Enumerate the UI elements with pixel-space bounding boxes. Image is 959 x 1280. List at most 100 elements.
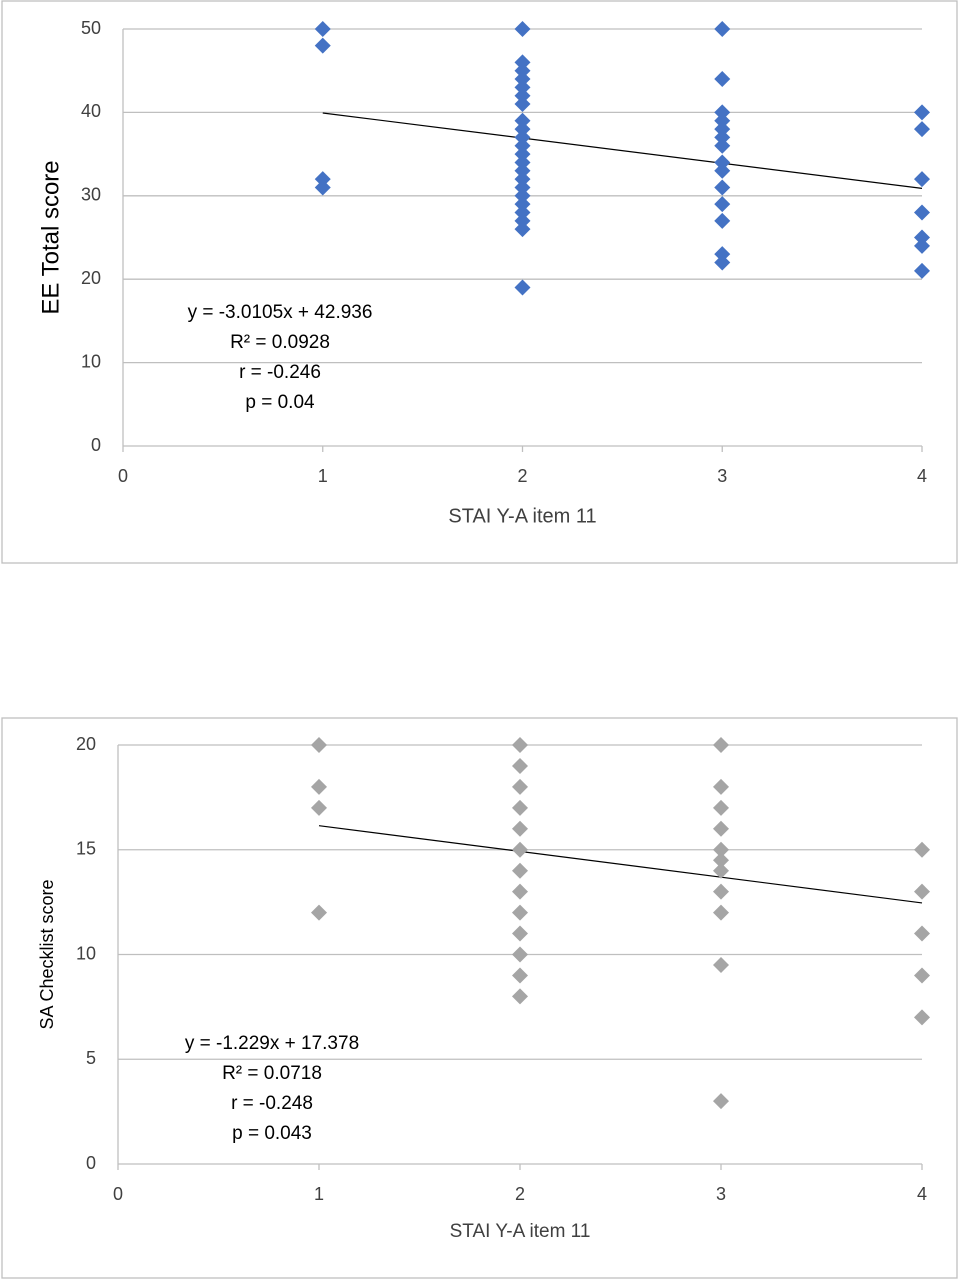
data-point bbox=[514, 171, 531, 188]
data-point bbox=[314, 171, 331, 188]
data-point bbox=[714, 179, 731, 196]
data-point bbox=[714, 104, 731, 121]
y-tick-label: 50 bbox=[81, 18, 101, 38]
data-point bbox=[514, 21, 531, 37]
data-point bbox=[514, 196, 531, 213]
data-point bbox=[914, 104, 930, 121]
data-point bbox=[512, 946, 528, 963]
y-tick-label: 10 bbox=[76, 943, 96, 963]
data-point bbox=[914, 967, 930, 984]
data-point bbox=[512, 757, 528, 774]
y-tick-label: 40 bbox=[81, 101, 101, 121]
y-tick-label: 20 bbox=[76, 734, 96, 754]
data-point bbox=[512, 904, 528, 921]
data-point bbox=[514, 79, 531, 96]
data-point bbox=[314, 21, 331, 37]
x-tick-label: 1 bbox=[318, 466, 328, 486]
data-point bbox=[311, 904, 327, 921]
annotation: p = 0.043 bbox=[232, 1123, 312, 1144]
data-point bbox=[311, 778, 327, 795]
data-point bbox=[714, 121, 731, 138]
x-tick-label: 0 bbox=[118, 466, 128, 486]
data-point bbox=[512, 820, 528, 837]
data-point bbox=[914, 171, 930, 188]
data-point bbox=[314, 37, 331, 54]
y-tick-label: 20 bbox=[81, 268, 101, 288]
data-point bbox=[512, 883, 528, 900]
annotation: p = 0.04 bbox=[245, 392, 315, 413]
data-point bbox=[514, 179, 531, 196]
data-point bbox=[514, 204, 531, 221]
data-point bbox=[512, 988, 528, 1005]
data-point bbox=[713, 778, 729, 795]
annotation: r = -0.248 bbox=[231, 1093, 313, 1114]
data-point bbox=[714, 137, 731, 154]
data-point bbox=[311, 737, 327, 753]
data-point bbox=[514, 129, 531, 146]
x-tick-label: 2 bbox=[517, 466, 527, 486]
data-point bbox=[713, 904, 729, 921]
data-point bbox=[714, 254, 731, 271]
chart-border bbox=[1, 0, 958, 564]
data-point bbox=[514, 162, 531, 179]
trendline bbox=[318, 825, 923, 904]
data-point bbox=[514, 96, 531, 113]
y-tick-label: 5 bbox=[86, 1048, 96, 1068]
data-point bbox=[514, 87, 531, 104]
data-point bbox=[914, 204, 930, 221]
data-point bbox=[512, 799, 528, 816]
data-point bbox=[914, 1009, 930, 1026]
data-point bbox=[914, 262, 930, 279]
x-tick-label: 3 bbox=[717, 466, 727, 486]
data-point bbox=[713, 820, 729, 837]
data-point bbox=[914, 229, 930, 246]
data-point bbox=[713, 1093, 729, 1110]
data-point bbox=[714, 162, 731, 179]
data-point bbox=[714, 154, 731, 171]
data-point bbox=[512, 841, 528, 858]
x-tick-label: 4 bbox=[917, 466, 927, 486]
x-tick-label: 3 bbox=[716, 1184, 726, 1204]
x-tick-label: 2 bbox=[515, 1184, 525, 1204]
data-point bbox=[714, 129, 731, 146]
data-point bbox=[713, 956, 729, 973]
data-point bbox=[514, 221, 531, 238]
data-point bbox=[514, 279, 531, 296]
data-point bbox=[514, 112, 531, 129]
y-tick-label: 0 bbox=[86, 1153, 96, 1173]
y-axis-label: SA Checklist score bbox=[37, 879, 57, 1029]
annotation: R² = 0.0928 bbox=[230, 332, 330, 353]
y-tick-label: 0 bbox=[91, 435, 101, 455]
data-point bbox=[514, 187, 531, 204]
data-point bbox=[713, 799, 729, 816]
chart-border bbox=[1, 717, 958, 1279]
data-point bbox=[713, 737, 729, 753]
data-point bbox=[714, 212, 731, 229]
data-point bbox=[512, 737, 528, 753]
x-tick-label: 1 bbox=[314, 1184, 324, 1204]
x-tick-label: 4 bbox=[917, 1184, 927, 1204]
data-point bbox=[514, 212, 531, 229]
data-point bbox=[914, 925, 930, 942]
data-point bbox=[514, 146, 531, 163]
data-point bbox=[714, 112, 731, 129]
data-point bbox=[512, 862, 528, 879]
data-point bbox=[514, 54, 531, 71]
data-point bbox=[714, 246, 731, 263]
data-point bbox=[714, 21, 731, 37]
data-point bbox=[713, 883, 729, 900]
y-tick-label: 10 bbox=[81, 351, 101, 371]
data-point bbox=[512, 967, 528, 984]
x-axis-label: STAI Y-A item 11 bbox=[448, 505, 596, 527]
data-point bbox=[514, 121, 531, 138]
data-point bbox=[512, 925, 528, 942]
x-tick-label: 0 bbox=[113, 1184, 123, 1204]
data-point bbox=[914, 883, 930, 900]
data-point bbox=[713, 841, 729, 858]
data-point bbox=[514, 137, 531, 154]
data-point bbox=[914, 237, 930, 254]
data-point bbox=[514, 154, 531, 171]
data-point bbox=[514, 62, 531, 79]
y-tick-label: 15 bbox=[76, 839, 96, 859]
